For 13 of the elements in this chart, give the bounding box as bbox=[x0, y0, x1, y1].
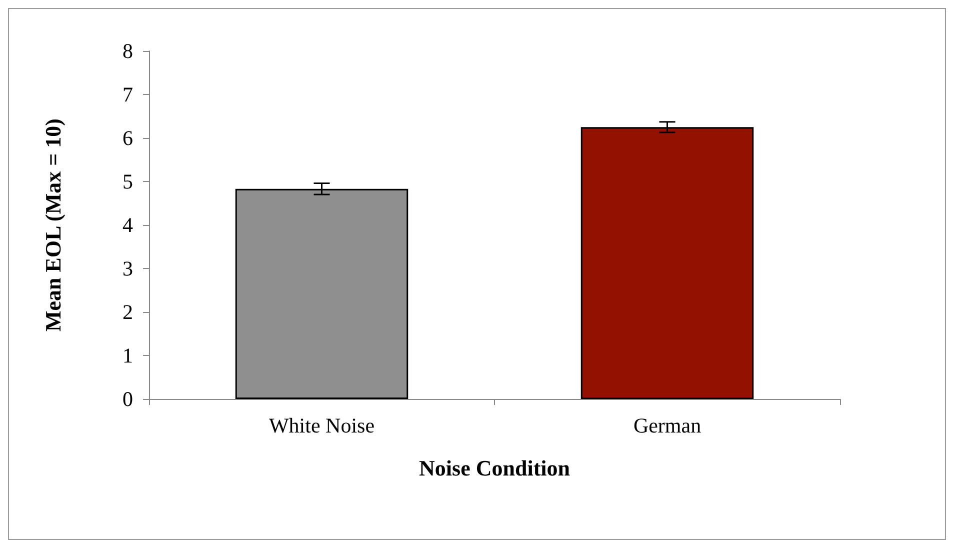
x-tick-label: White Noise bbox=[268, 414, 375, 438]
y-tick-label: 7 bbox=[122, 82, 133, 106]
y-tick-label: 6 bbox=[122, 126, 133, 150]
y-tick-label: 8 bbox=[122, 39, 133, 63]
y-tick-label: 2 bbox=[122, 300, 133, 324]
y-tick-label: 1 bbox=[122, 344, 133, 368]
y-tick-label: 5 bbox=[122, 170, 133, 194]
y-tick-label: 0 bbox=[122, 387, 133, 411]
y-tick-label: 4 bbox=[122, 213, 134, 237]
y-axis-title: Mean EOL (Max = 10) bbox=[40, 118, 66, 332]
x-axis-title: Noise Condition bbox=[419, 456, 570, 480]
y-tick-label: 3 bbox=[122, 256, 133, 280]
x-tick-label: German bbox=[633, 414, 702, 438]
